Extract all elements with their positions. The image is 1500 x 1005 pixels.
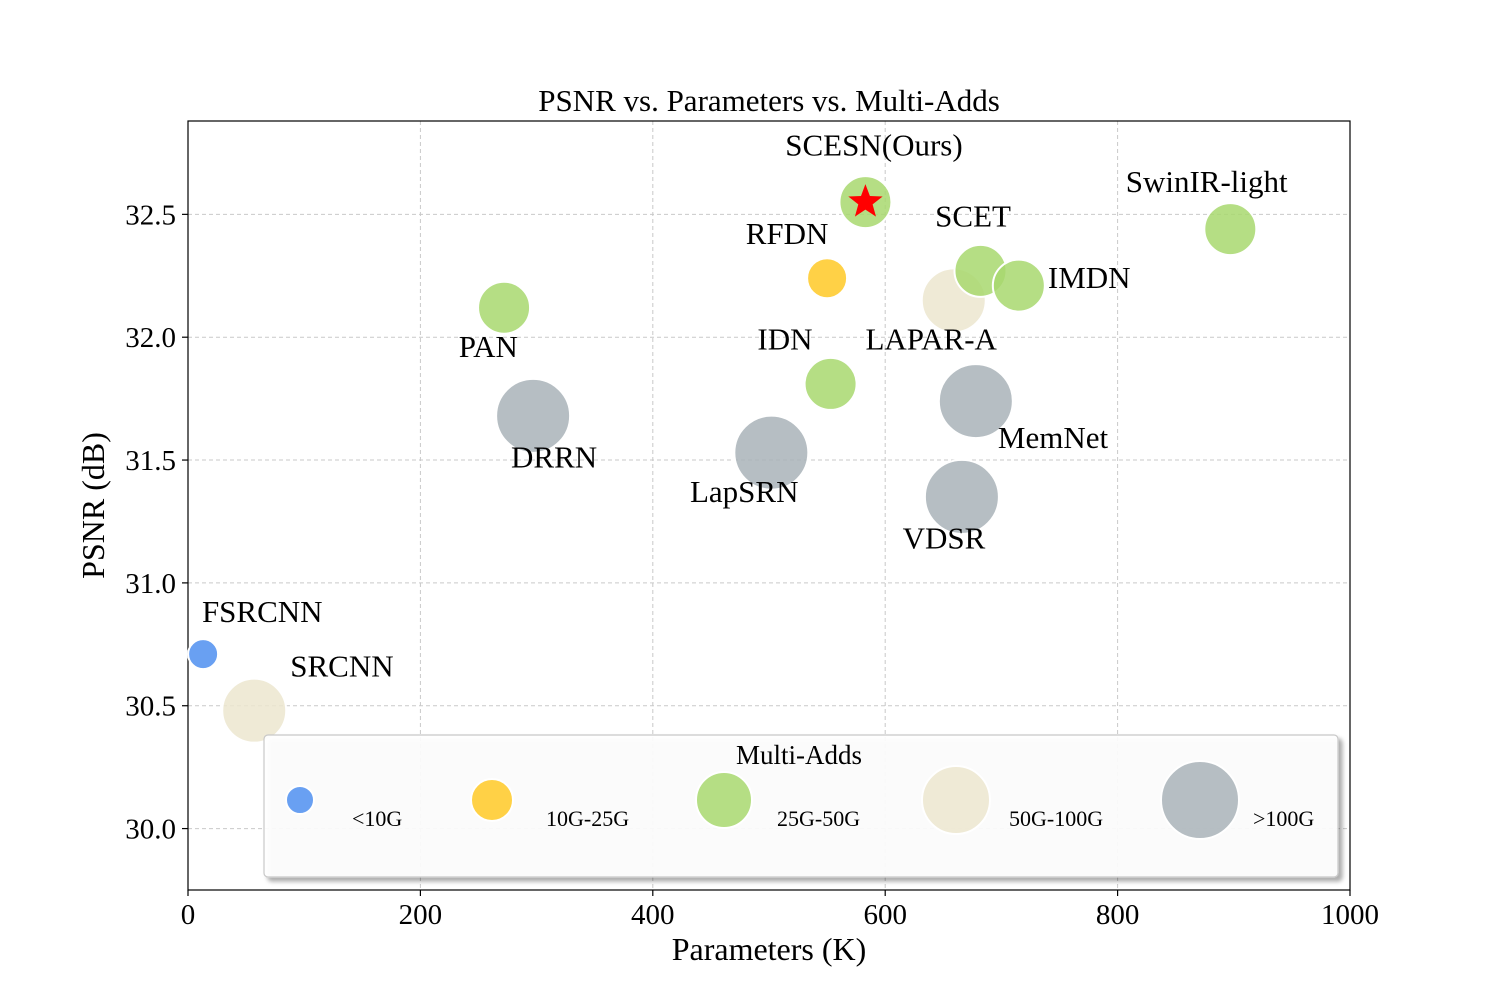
label-idn: IDN (757, 321, 812, 356)
point-pan (477, 280, 532, 335)
legend-box (263, 734, 1339, 878)
x-tick-label: 0 (181, 899, 196, 931)
legend-marker-50to100 (921, 765, 991, 835)
legend-label-25to50: 25G-50G (777, 806, 860, 831)
point-lapsrn (733, 414, 810, 491)
point-vdsr (923, 458, 1000, 535)
x-tick-label: 400 (631, 899, 675, 931)
point-fsrcnn (187, 638, 220, 671)
legend-marker-25to50 (695, 771, 753, 829)
y-tick-label: 32.5 (125, 199, 176, 231)
data-points (187, 175, 1258, 744)
legend-label-10to25: 10G-25G (546, 806, 629, 831)
chart-title: PSNR vs. Parameters vs. Multi-Adds (538, 83, 1000, 118)
label-imdn: IMDN (1048, 260, 1131, 295)
label-scesn-ours: SCESN(Ours) (785, 127, 962, 162)
label-swinir-light: SwinIR-light (1126, 164, 1288, 199)
legend-marker-lt10 (285, 785, 315, 815)
point-swinir-light (1203, 202, 1258, 257)
plot-frame (187, 120, 1351, 891)
point-drrn (495, 377, 572, 454)
axis-ticks: 0 200 400 600 800 1000 30.0 30.5 31.0 31.5 32.0 32.… (125, 199, 1379, 931)
legend-label-lt10: <10G (352, 806, 402, 831)
legend: Multi-Adds <10G 10G-25G 25G-50G 50G-100G >10… (263, 734, 1339, 878)
x-tick-label: 800 (1096, 899, 1140, 931)
label-scet: SCET (935, 199, 1011, 234)
x-axis-label: Parameters (K) (672, 931, 867, 967)
legend-items: <10G 10G-25G 25G-50G 50G-100G >100G (285, 760, 1314, 840)
label-vdsr: VDSR (903, 520, 986, 555)
y-tick-label: 30.5 (125, 691, 176, 723)
point-memnet (937, 363, 1014, 440)
label-lapar-a: LAPAR-A (865, 321, 997, 356)
label-memnet: MemNet (998, 420, 1109, 455)
y-tick-label: 32.0 (125, 322, 176, 354)
x-tick-label: 200 (399, 899, 443, 931)
label-srcnn: SRCNN (290, 648, 393, 683)
y-tick-label: 30.0 (125, 814, 176, 846)
legend-title: Multi-Adds (736, 740, 862, 770)
legend-label-50to100: 50G-100G (1009, 806, 1103, 831)
y-tick-label: 31.0 (125, 568, 176, 600)
label-fsrcnn: FSRCNN (202, 594, 323, 629)
label-drrn: DRRN (511, 439, 597, 474)
y-tick-label: 31.5 (125, 445, 176, 477)
label-pan: PAN (459, 329, 518, 364)
point-rfdn (806, 257, 849, 300)
label-lapsrn: LapSRN (690, 474, 799, 509)
legend-marker-10to25 (470, 778, 514, 822)
point-labels: FSRCNN SRCNN PAN DRRN LapSRN IDN RFDN SCESN(Our… (202, 127, 1288, 683)
x-tick-label: 600 (863, 899, 907, 931)
legend-label-gt100: >100G (1253, 806, 1314, 831)
y-axis-label: PSNR (dB) (75, 432, 111, 579)
point-srcnn (221, 677, 288, 744)
label-rfdn: RFDN (746, 216, 829, 251)
highlight-star-icon (848, 184, 883, 217)
x-tick-label: 1000 (1321, 899, 1379, 931)
legend-marker-gt100 (1160, 760, 1240, 840)
point-imdn (991, 258, 1046, 313)
point-idn (803, 356, 858, 411)
